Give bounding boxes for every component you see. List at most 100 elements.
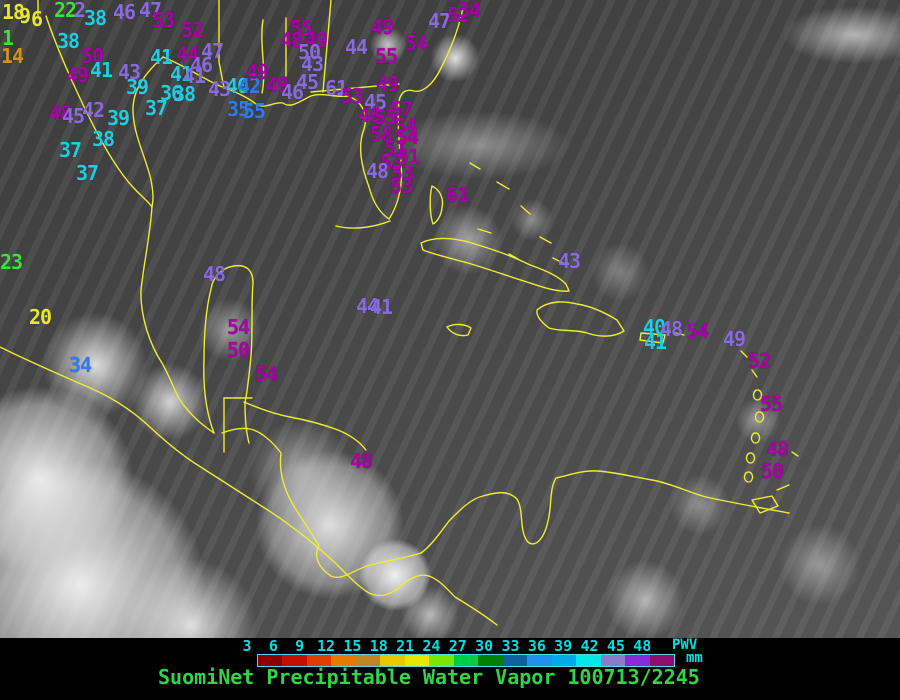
tick-label: 42 [580, 637, 599, 655]
station-value: 48 [366, 159, 389, 183]
tick-label: 12 [317, 637, 336, 655]
coastline-path [552, 257, 564, 264]
station-value: 47 [428, 9, 451, 33]
coastline-path [675, 332, 685, 336]
station-value: 53 [152, 8, 175, 32]
station-value: 54 [396, 125, 419, 149]
station-value: 18 [2, 0, 25, 24]
station-value: 47 [201, 39, 224, 63]
station-value: 50 [81, 44, 104, 68]
colorbar-segment [551, 655, 577, 666]
station-value: 38 [57, 29, 80, 53]
colorbar-segment [355, 655, 381, 666]
station-value: 49 [305, 28, 328, 52]
colorbar-segment [331, 655, 356, 666]
station-value: 41 [90, 58, 113, 82]
coastlines-svg [0, 0, 799, 626]
station-value: 37 [145, 96, 168, 120]
station-value: 43 [558, 249, 581, 273]
tick-label: 36 [527, 637, 546, 655]
station-value: 53 [380, 150, 403, 174]
station-value: 42 [82, 98, 105, 122]
coastline-path [218, 0, 225, 88]
station-value: 20 [29, 305, 52, 329]
colorbar-segment [453, 655, 479, 666]
tick-label: 27 [448, 637, 467, 655]
station-value: 46 [281, 80, 304, 104]
station-value: 9 [19, 4, 31, 28]
coastline-path [388, 7, 464, 220]
tick-label: 9 [295, 637, 305, 655]
station-value: 48 [203, 262, 226, 286]
station-value: 51 [384, 136, 407, 160]
station-value: 61 [325, 76, 348, 100]
tick-label: 48 [633, 637, 652, 655]
tick-label: 15 [343, 637, 362, 655]
colorbar-segment [429, 655, 454, 666]
station-value: 43 [118, 60, 141, 84]
station-value: 54 [394, 114, 417, 138]
colorbar [257, 654, 675, 667]
tick-label: 24 [422, 637, 441, 655]
station-value: 49 [246, 60, 269, 84]
colorbar-segment [600, 655, 626, 666]
station-value: 6 [31, 7, 43, 31]
coastline-path [335, 220, 391, 229]
coastline-path [429, 185, 444, 225]
station-value: 57 [390, 97, 413, 121]
coastline-path [639, 332, 666, 344]
tick-label: 33 [501, 637, 520, 655]
coastline-path [750, 432, 761, 444]
station-value: 37 [59, 138, 82, 162]
station-value: 43 [301, 52, 324, 76]
coastline-path [539, 236, 552, 244]
station-value: 55 [243, 99, 266, 123]
station-value: 42 [238, 74, 261, 98]
coastline-path [752, 389, 763, 401]
coastline-path [261, 19, 265, 94]
colorbar-segment [380, 655, 405, 666]
coastline-path [420, 470, 790, 554]
station-value: 54 [686, 319, 709, 343]
station-value: 48 [766, 437, 789, 461]
mm-label: mm [686, 650, 703, 666]
coastline-path [420, 237, 570, 292]
tick-label: 39 [554, 637, 573, 655]
coastline-path [743, 471, 754, 483]
station-value: 14 [1, 44, 24, 68]
station-value: 45 [296, 70, 319, 94]
coastline-path [221, 427, 422, 578]
colorbar-segment [502, 655, 528, 666]
station-value: 35 [227, 97, 250, 121]
station-value: 36 [160, 81, 183, 105]
station-value: 38 [173, 82, 196, 106]
station-value: 45 [62, 104, 85, 128]
tick-label: 6 [268, 637, 278, 655]
station-layer: 18 9 6 1 14 22 2 38 46 47 53 52 38 50 41 49 43 39 41 44 47 46… [0, 0, 789, 481]
station-value: 38 [84, 6, 107, 30]
coastline-path [776, 484, 790, 491]
station-value: 46 [358, 103, 381, 127]
station-value: 2 [74, 0, 86, 22]
station-value: 38 [92, 127, 115, 151]
coastline-path [446, 323, 472, 337]
coastline-path [322, 0, 332, 93]
station-value: 55 [760, 392, 783, 416]
colorbar-segment [404, 655, 430, 666]
colorbar-segment [576, 655, 601, 666]
station-value: 45 [364, 90, 387, 114]
station-value: 41 [183, 64, 206, 88]
coastline-path [520, 205, 531, 215]
station-value: 37 [76, 161, 99, 185]
station-value: 52 [447, 3, 470, 27]
coastline-path [745, 452, 756, 464]
station-value: 48 [280, 28, 303, 52]
station-value: 41 [170, 62, 193, 86]
station-value: 44 [176, 42, 199, 66]
tick-label: 21 [396, 637, 415, 655]
station-value: 50 [227, 338, 250, 362]
station-value: 49 [376, 72, 399, 96]
station-value: 55 [290, 16, 313, 40]
coastline-path [243, 401, 367, 451]
